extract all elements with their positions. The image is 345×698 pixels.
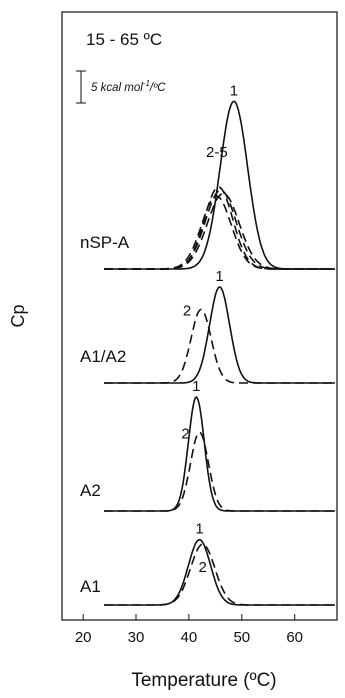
curve-label: 2 xyxy=(181,425,189,442)
scale-bar: 5 kcal mol-1/ºC xyxy=(76,70,166,104)
panel-label: A1/A2 xyxy=(80,347,126,366)
curve-label: 1 xyxy=(215,268,223,285)
temperature-range-label: 15 - 65 ºC xyxy=(86,30,162,49)
curve-label: 1 xyxy=(195,521,203,538)
dsc-curve-dashed xyxy=(104,189,335,270)
curve-group-label: 2-5 xyxy=(206,144,228,161)
curve-label: 1 xyxy=(230,82,238,99)
curve-label: 2 xyxy=(199,559,207,576)
dsc-curve-dashed xyxy=(104,308,335,384)
scale-bar-label: 5 kcal mol-1/ºC xyxy=(91,79,166,94)
dsc-curve-dashed xyxy=(104,192,335,270)
curve-label: 1 xyxy=(192,378,200,395)
x-tick-label: 60 xyxy=(286,629,303,646)
panel-label: A1 xyxy=(80,577,101,596)
dsc-curve-dashed xyxy=(104,186,335,270)
panel-a1: A1 1 2 xyxy=(80,521,335,606)
dsc-curve-solid xyxy=(104,396,335,512)
y-axis-label: Cp xyxy=(8,304,28,327)
panel-nsp-a: nSP-A 1 2-5 xyxy=(80,82,335,270)
dsc-curve-dashed xyxy=(104,431,335,512)
x-tick-label: 50 xyxy=(233,629,250,646)
panel-label: nSP-A xyxy=(80,233,130,252)
x-tick-label: 40 xyxy=(181,629,198,646)
dsc-curve-solid xyxy=(104,538,335,606)
dsc-curve-solid xyxy=(104,100,335,270)
x-axis-label: Temperature (ºC) xyxy=(131,670,276,691)
x-tick-label: 30 xyxy=(128,629,145,646)
curve-label: 2 xyxy=(183,302,191,319)
panel-label: A2 xyxy=(80,481,101,500)
x-tick-label: 20 xyxy=(75,629,92,646)
plot-frame xyxy=(61,11,338,621)
dsc-curve-dashed xyxy=(104,195,335,270)
dsc-curve-dashed xyxy=(104,543,335,606)
panel-a2: A2 1 2 xyxy=(80,378,335,512)
panel-a1-a2: A1/A2 1 2 xyxy=(80,268,335,384)
